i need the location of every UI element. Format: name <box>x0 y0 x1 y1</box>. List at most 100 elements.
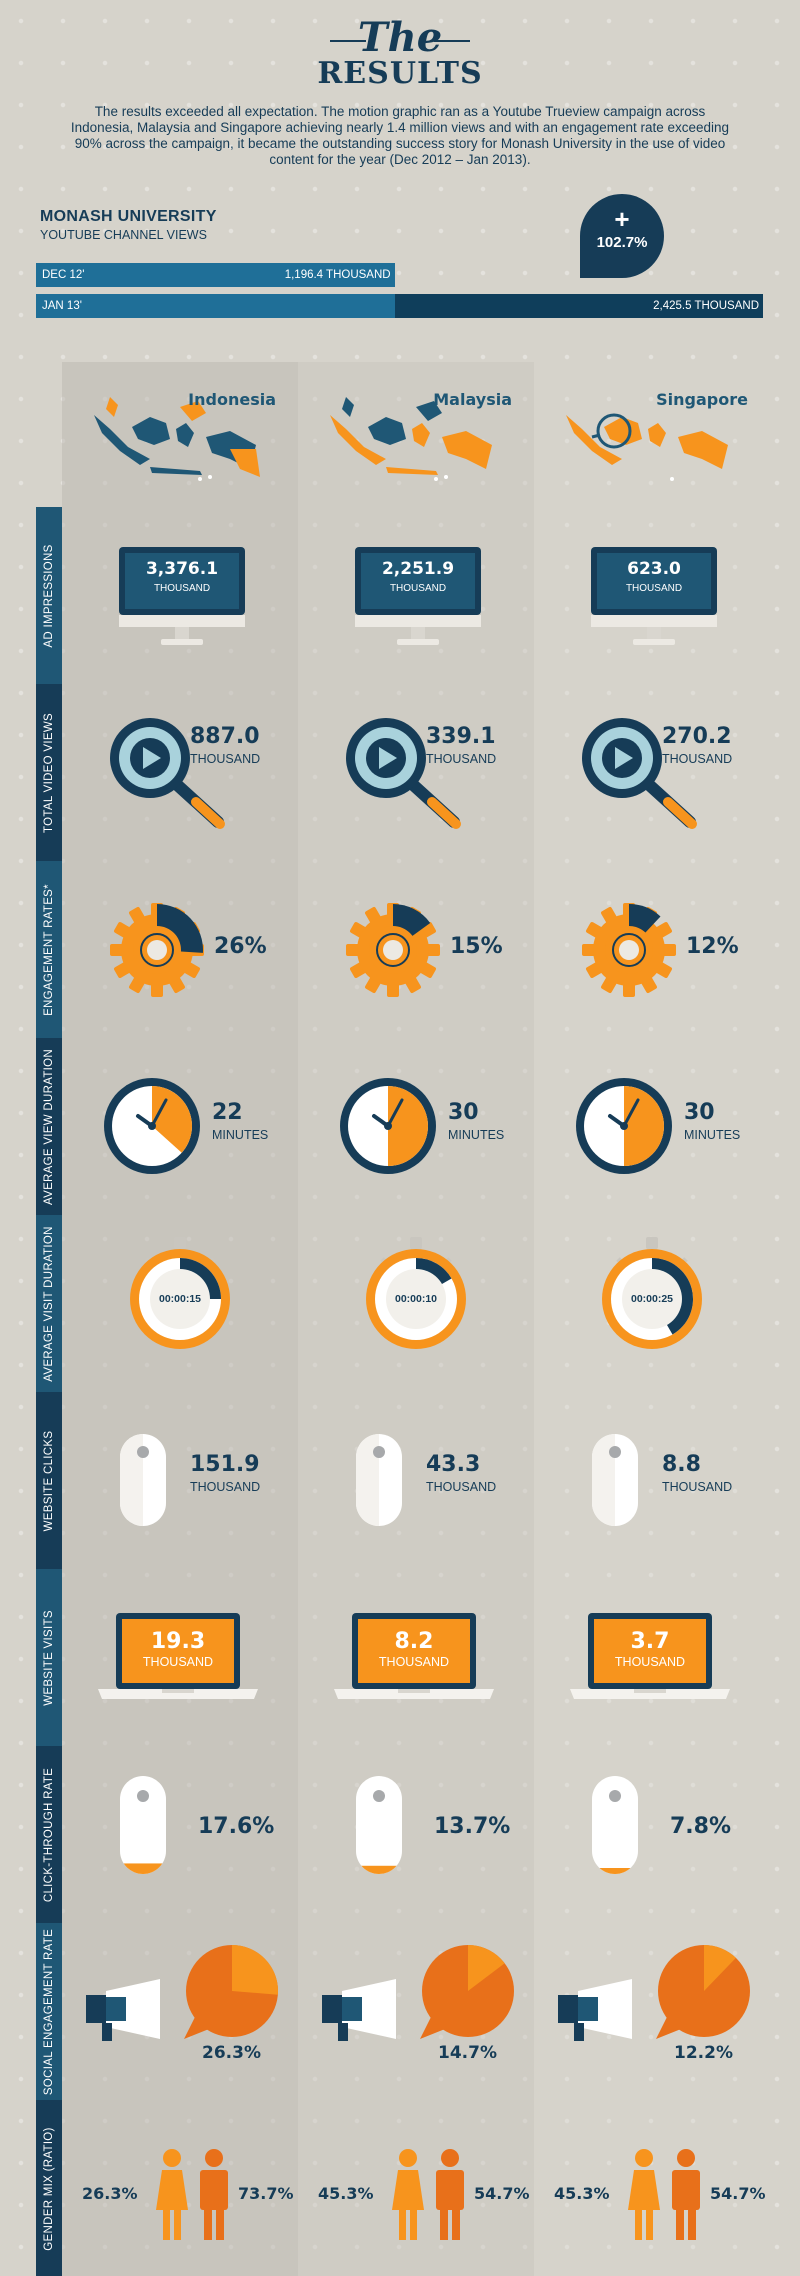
video-views-value: 887.0 <box>190 724 260 749</box>
engagement-rate-cell-malaysia: 15% <box>298 861 534 1038</box>
view-duration-unit: MINUTES <box>212 1128 269 1142</box>
monitor-icon <box>353 545 483 655</box>
clock-icon <box>338 1076 438 1181</box>
row-label-total-video-views: TOTAL VIDEO VIEWS <box>36 684 62 861</box>
website-visits-value: 3.7 <box>630 1629 670 1654</box>
male-icon <box>432 2148 468 2249</box>
row-website-clicks: WEBSITE CLICKS <box>36 1392 763 1569</box>
row-label-engagement-rates: ENGAGEMENT RATES* <box>36 861 62 1038</box>
engagement-rate-cell-indonesia: 26% <box>62 861 298 1038</box>
engagement-rate-value: 12% <box>686 934 739 959</box>
website-clicks-value: 8.8 <box>662 1452 701 1477</box>
click-through-rate-cell-indonesia: 17.6% <box>62 1746 298 1923</box>
website-clicks-unit: THOUSAND <box>662 1480 733 1494</box>
mouse-icon <box>590 1432 640 1533</box>
play-magnifier-icon <box>106 714 236 839</box>
row-ad-impressions: AD IMPRESSIONS <box>36 507 763 684</box>
stopwatch-icon <box>364 1233 468 1358</box>
title-divider-left <box>330 40 366 42</box>
website-visits-cell-indonesia: 19.3 THOUSAND <box>62 1569 298 1746</box>
speech-bubble-icon <box>654 1943 750 2048</box>
growth-badge: + 102.7% <box>580 194 664 278</box>
malaysia-map-icon <box>330 397 492 481</box>
row-label-website-visits: WEBSITE VISITS <box>36 1569 62 1746</box>
female-icon <box>390 2148 426 2249</box>
visit-duration-value: 00:00:15 <box>158 1293 202 1305</box>
video-views-unit: THOUSAND <box>190 752 261 766</box>
ad-impressions-cell-malaysia: 2,251.9 THOUSAND <box>298 507 534 684</box>
view-duration-unit: MINUTES <box>684 1128 741 1142</box>
bar-jan: JAN 13' 2,425.5 THOUSAND <box>36 294 763 318</box>
social-engagement-cell-singapore: 12.2% <box>534 1923 770 2100</box>
website-visits-unit: THOUSAND <box>142 1655 214 1669</box>
website-visits-value: 19.3 <box>150 1629 206 1654</box>
social-engagement-cell-indonesia: 26.3% <box>62 1923 298 2100</box>
clock-icon <box>574 1076 674 1181</box>
ad-impressions-unit: THOUSAND <box>625 583 683 594</box>
country-name-singapore: Singapore <box>656 390 748 409</box>
view-duration-value: 30 <box>684 1100 715 1125</box>
ad-impressions-cell-indonesia: 3,376.1 THOUSAND <box>62 507 298 684</box>
visit-duration-value: 00:00:10 <box>394 1293 438 1305</box>
view-duration-value: 30 <box>448 1100 479 1125</box>
intro-text: The results exceeded all expectation. Th… <box>70 104 730 167</box>
country-name-malaysia: Malaysia <box>433 390 512 409</box>
male-ratio-value: 73.7% <box>238 2184 294 2203</box>
gender-mix-cell-indonesia: 26.3% 73.7% <box>62 2100 298 2276</box>
country-name-indonesia: Indonesia <box>188 390 276 409</box>
female-ratio-value: 45.3% <box>318 2184 374 2203</box>
youtube-subtitle: YOUTUBE CHANNEL VIEWS <box>40 228 207 242</box>
male-ratio-value: 54.7% <box>710 2184 766 2203</box>
ad-impressions-cell-singapore: 623.0 THOUSAND <box>534 507 770 684</box>
social-engagement-value: 12.2% <box>674 2043 733 2063</box>
mouse-icon <box>118 1432 168 1533</box>
social-engagement-value: 14.7% <box>438 2043 497 2063</box>
ad-impressions-value: 623.0 <box>627 559 681 579</box>
laptop-icon <box>98 1611 258 1708</box>
youtube-title: MONASH UNIVERSITY <box>40 208 217 225</box>
row-average-view-duration: AVERAGE VIEW DURATION <box>36 1038 763 1215</box>
click-through-rate-value: 13.7% <box>434 1814 511 1839</box>
gender-mix-cell-singapore: 45.3% 54.7% <box>534 2100 770 2276</box>
plus-icon: + <box>614 204 630 234</box>
website-visits-value: 8.2 <box>394 1629 434 1654</box>
total-video-views-cell-singapore: 270.2 THOUSAND <box>534 684 770 861</box>
mouse-ctr-icon <box>354 1774 404 1881</box>
website-clicks-cell-malaysia: 43.3 THOUSAND <box>298 1392 534 1569</box>
click-through-rate-value: 17.6% <box>198 1814 275 1839</box>
female-ratio-value: 45.3% <box>554 2184 610 2203</box>
laptop-icon <box>570 1611 730 1708</box>
gear-icon <box>582 903 676 1002</box>
view-duration-unit: MINUTES <box>448 1128 505 1142</box>
engagement-rate-value: 15% <box>450 934 503 959</box>
gear-icon <box>346 903 440 1002</box>
click-through-rate-cell-malaysia: 13.7% <box>298 1746 534 1923</box>
megaphone-icon <box>556 1979 642 2054</box>
engagement-rate-cell-singapore: 12% <box>534 861 770 1038</box>
website-clicks-cell-indonesia: 151.9 THOUSAND <box>62 1392 298 1569</box>
ad-impressions-unit: THOUSAND <box>153 583 211 594</box>
website-visits-cell-singapore: 3.7 THOUSAND <box>534 1569 770 1746</box>
gear-icon <box>110 903 204 1002</box>
bar-jan-label: JAN 13' <box>42 300 82 312</box>
average-view-duration-cell-indonesia: 22 MINUTES <box>62 1038 298 1215</box>
male-icon <box>668 2148 704 2249</box>
row-social-engagement-rate: SOCIAL ENGAGEMENT RATE <box>36 1923 763 2100</box>
average-visit-duration-cell-singapore: 00:00:25 <box>534 1215 770 1392</box>
row-label-social-engagement-rate: SOCIAL ENGAGEMENT RATE <box>36 1923 62 2100</box>
website-clicks-value: 43.3 <box>426 1452 481 1477</box>
play-magnifier-icon <box>342 714 472 839</box>
engagement-rate-value: 26% <box>214 934 267 959</box>
row-website-visits: WEBSITE VISITS <box>36 1569 763 1746</box>
average-visit-duration-cell-indonesia: 00:00:15 <box>62 1215 298 1392</box>
laptop-icon <box>334 1611 494 1708</box>
growth-value: 102.7% <box>596 234 648 251</box>
singapore-map-icon <box>566 413 728 481</box>
bar-jan-previous-segment <box>36 294 395 318</box>
female-ratio-value: 26.3% <box>82 2184 138 2203</box>
title-results: RESULTS <box>317 56 483 91</box>
row-engagement-rates: ENGAGEMENT RATES* <box>36 861 763 1038</box>
video-views-value: 339.1 <box>426 724 496 749</box>
video-views-value: 270.2 <box>662 724 732 749</box>
youtube-views-heading: MONASH UNIVERSITY YOUTUBE CHANNEL VIEWS <box>40 208 217 242</box>
